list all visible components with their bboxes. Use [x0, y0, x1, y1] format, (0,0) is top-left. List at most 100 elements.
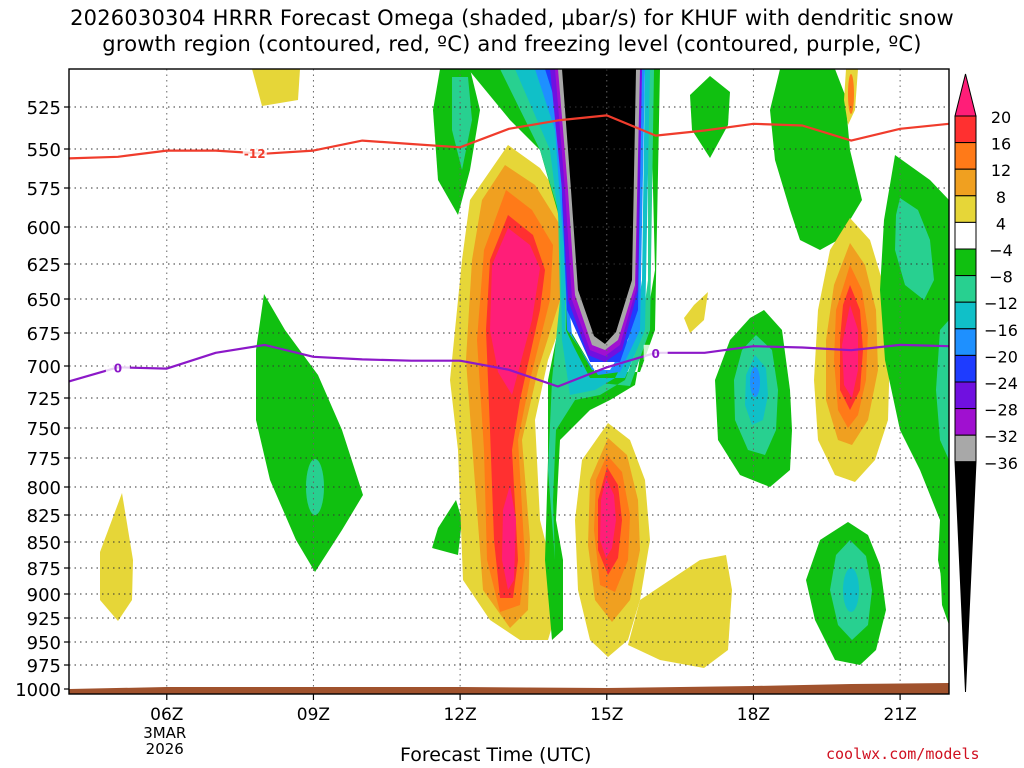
y-tick-label: 675: [27, 324, 61, 345]
y-tick-label: 825: [27, 506, 61, 527]
y-tick-label: 900: [27, 585, 61, 606]
chart-title-line-1: 2026030304 HRRR Forecast Omega (shaded, …: [70, 6, 954, 30]
x-axis-label: Forecast Time (UTC): [400, 744, 592, 766]
y-tick-label: 950: [27, 633, 61, 654]
omega-patch-yellow: [100, 493, 133, 621]
omega-patch-green: [256, 294, 363, 572]
colorbar-swatch: [954, 381, 977, 410]
freezing-level-line: [69, 343, 949, 388]
colorbar-swatch: [954, 408, 977, 436]
omega-patch-green: [770, 69, 862, 250]
colorbar-label: 12: [991, 161, 1011, 180]
x-tick-label: 15Z: [590, 705, 623, 725]
colorbar-swatch: [954, 354, 977, 383]
x-year-label: 2026: [146, 740, 184, 758]
y-tick-label: 875: [27, 559, 61, 580]
colorbar-swatch: [954, 328, 977, 356]
x-date-label: 3MAR: [143, 724, 186, 742]
ground-fill: [69, 683, 949, 694]
colorbar-swatch: [954, 221, 977, 250]
colorbar-label: −32: [984, 427, 1018, 446]
omega-patch-blue: [750, 367, 760, 397]
colorbar-swatch: [954, 248, 977, 277]
omega-patch-orange: [848, 74, 854, 114]
omega-patch-green: [432, 500, 462, 555]
x-tick-label: 18Z: [737, 705, 770, 725]
colorbar-label: 16: [991, 135, 1011, 154]
omega-patch-teal: [895, 198, 934, 300]
plot-frame: [68, 68, 950, 695]
y-tick-label: 575: [27, 179, 61, 200]
chart-title-line-2: growth region (contoured, red, ºC) and f…: [102, 32, 922, 56]
y-tick-label: 725: [27, 389, 61, 410]
omega-patch-teal: [306, 459, 324, 515]
omega-patch-blue: [535, 69, 645, 375]
colorbar-swatch: [954, 434, 977, 463]
y-tick-label: 800: [27, 478, 61, 499]
colorbar-swatch: [954, 168, 977, 197]
contour-label-bg: [105, 359, 130, 375]
colorbar-label: −24: [984, 374, 1018, 393]
colorbar-label: −28: [984, 401, 1018, 420]
colorbar-swatch: [954, 301, 977, 330]
omega-patch-pink: [600, 478, 616, 558]
y-tick-label: 975: [27, 656, 61, 677]
colorbar-swatch: [954, 142, 977, 170]
source-credit[interactable]: coolwx.com/models: [826, 745, 980, 763]
y-tick-label: 925: [27, 609, 61, 630]
omega-patch-yellow: [684, 292, 708, 333]
colorbar-label: 8: [996, 188, 1006, 207]
colorbar-bottom-arrow: [954, 461, 977, 693]
omega-patch-teal: [936, 320, 949, 460]
y-tick-label: 1000: [15, 680, 61, 701]
y-tick-label: 525: [27, 98, 61, 119]
x-tick-label: 09Z: [297, 705, 330, 725]
omega-patch-yellow: [628, 555, 732, 668]
colorbar-label: −16: [984, 321, 1018, 340]
contour-label: -12: [244, 147, 266, 161]
y-tick-label: 700: [27, 357, 61, 378]
x-tick-label: 06Z: [150, 705, 183, 725]
ground-surface: [69, 683, 949, 694]
colorbar-label: 20: [991, 108, 1011, 127]
omega-patch-yellow: [252, 69, 300, 106]
y-tick-label: 650: [27, 290, 61, 311]
colorbar-label: −36: [984, 454, 1018, 473]
colorbar-top-arrow: [954, 73, 977, 117]
x-tick-label: 21Z: [883, 705, 916, 725]
colorbar: 20 16 12 8 4 −4 −8 −12 −16 −20 −24 −28 −32 −36: [954, 73, 1018, 693]
temperature-contours: -12 0 0: [69, 114, 949, 388]
omega-patch-green: [940, 540, 949, 625]
contour-label-bg: [242, 145, 267, 161]
y-tick-label: 775: [27, 449, 61, 470]
omega-patch-green: [690, 76, 730, 158]
y-tick-label: 550: [27, 140, 61, 161]
omega-patch-black: [562, 69, 636, 344]
omega-patch-pink: [842, 305, 858, 398]
colorbar-swatch: [954, 195, 977, 223]
colorbar-label: −4: [989, 241, 1013, 260]
grid-lines: [69, 69, 949, 694]
omega-patch-pink: [502, 485, 516, 590]
omega-patch-pink: [490, 228, 540, 395]
contour-label: 0: [114, 361, 122, 375]
contour-label-bg: [643, 344, 668, 360]
y-tick-label: 625: [27, 255, 61, 276]
omega-patch-cyan: [843, 568, 859, 612]
y-tick-label: 600: [27, 218, 61, 239]
contour-label: 0: [651, 347, 659, 361]
y-axis: 525 550 575 600 625 650 675 700 725 750 775 800 825 8…: [15, 98, 69, 701]
y-tick-label: 750: [27, 419, 61, 440]
colorbar-label: −20: [984, 347, 1018, 366]
colorbar-label: 4: [996, 214, 1006, 233]
colorbar-swatch: [954, 275, 977, 303]
colorbar-label: −12: [984, 294, 1018, 313]
omega-shading: [100, 69, 949, 668]
colorbar-label: −8: [989, 268, 1013, 287]
y-tick-label: 850: [27, 533, 61, 554]
colorbar-swatch: [954, 115, 977, 144]
dgz-contour-line: [69, 114, 949, 160]
x-tick-label: 12Z: [443, 705, 476, 725]
